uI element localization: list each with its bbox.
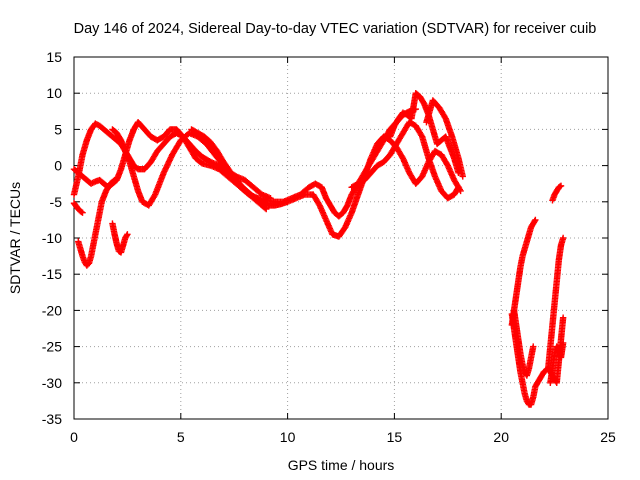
series-arc-13 (510, 307, 537, 379)
y-tick-label: 5 (54, 121, 62, 137)
data-point (559, 234, 567, 242)
series-arc-16 (549, 182, 565, 204)
data-point (459, 173, 466, 180)
data-point (123, 232, 130, 239)
data-point (111, 176, 118, 184)
y-tick-label: -20 (42, 302, 62, 318)
data-point (532, 216, 539, 224)
data-point (530, 343, 537, 350)
data-point (124, 231, 131, 238)
y-tick-label: -10 (42, 230, 62, 246)
series-arc-3 (70, 200, 86, 216)
x-tick-label: 15 (387, 429, 403, 445)
x-tick-label: 20 (493, 429, 509, 445)
x-axis-label: GPS time / hours (288, 457, 395, 473)
data-point (556, 183, 564, 190)
series-arc-15 (547, 339, 567, 386)
y-tick-label: -15 (42, 266, 62, 282)
series-arc-4 (75, 176, 118, 269)
series-arc-8 (348, 118, 462, 202)
series-arc-5 (109, 220, 131, 256)
chart-title: Day 146 of 2024, Sidereal Day-to-day VTE… (74, 21, 597, 37)
y-tick-label: -5 (50, 194, 63, 210)
data-point (559, 339, 567, 347)
data-point (557, 182, 565, 190)
y-tick-label: -30 (42, 375, 62, 391)
y-tick-label: -35 (42, 411, 62, 427)
series-arc-10 (423, 97, 466, 180)
data-point (531, 217, 538, 225)
data-layer (70, 90, 567, 408)
grid-layer (74, 57, 608, 419)
data-point (455, 184, 462, 191)
x-tick-label: 25 (600, 429, 616, 445)
x-tick-label: 5 (177, 429, 185, 445)
series-arc-7 (188, 126, 464, 240)
data-point (110, 177, 117, 185)
x-tick-label: 10 (280, 429, 296, 445)
y-tick-label: -25 (42, 339, 62, 355)
y-tick-label: 0 (54, 158, 62, 174)
data-point (90, 179, 98, 186)
data-point (559, 314, 567, 321)
data-point (78, 208, 85, 216)
x-tick-label: 0 (70, 429, 78, 445)
y-tick-label: 10 (46, 85, 62, 101)
y-axis-label: SDTVAR / TECUs (7, 182, 23, 294)
data-point (79, 209, 86, 216)
data-point (454, 185, 461, 192)
tick-layer: 0 5 10 15 20 25 15 10 5 0 -5 -10 -15 -20 -25 -30 -35 (42, 49, 616, 445)
y-tick-label: 15 (46, 49, 62, 65)
